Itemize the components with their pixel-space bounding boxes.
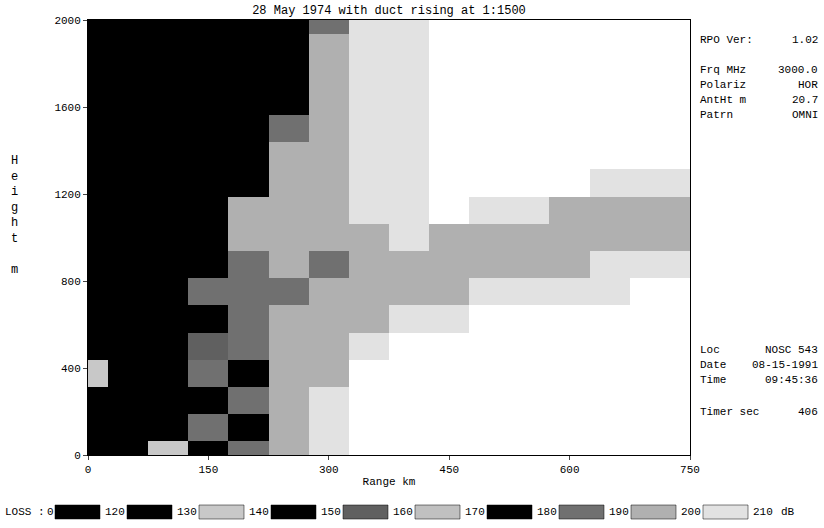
- svg-text:OMNI: OMNI: [792, 109, 818, 121]
- svg-text:Range km: Range km: [363, 476, 416, 488]
- svg-text:150: 150: [198, 464, 218, 476]
- svg-text:Loc: Loc: [700, 344, 720, 356]
- svg-text:180: 180: [537, 506, 557, 518]
- svg-text:NOSC 543: NOSC 543: [765, 344, 818, 356]
- svg-text:08-15-1991: 08-15-1991: [752, 359, 818, 371]
- svg-text:400: 400: [61, 363, 81, 375]
- svg-text:140: 140: [249, 506, 269, 518]
- svg-text:150: 150: [321, 506, 341, 518]
- svg-text:LOSS :: LOSS :: [5, 506, 45, 518]
- svg-text:1600: 1600: [54, 102, 80, 114]
- svg-text:20.7: 20.7: [792, 94, 818, 106]
- svg-text:120: 120: [105, 506, 125, 518]
- svg-text:Height m: Height m: [11, 154, 18, 277]
- svg-text:190: 190: [609, 506, 629, 518]
- svg-text:600: 600: [560, 464, 580, 476]
- svg-text:Patrn: Patrn: [700, 109, 733, 121]
- svg-text:AntHt m: AntHt m: [700, 94, 747, 106]
- svg-text:450: 450: [439, 464, 459, 476]
- svg-text:300: 300: [319, 464, 339, 476]
- svg-text:Frq MHz: Frq MHz: [700, 64, 746, 76]
- svg-text:RPO Ver:: RPO Ver:: [700, 34, 753, 46]
- svg-text:406: 406: [798, 406, 818, 418]
- svg-text:170: 170: [465, 506, 485, 518]
- svg-text:160: 160: [393, 506, 413, 518]
- svg-text:130: 130: [177, 506, 197, 518]
- svg-text:Timer sec: Timer sec: [700, 406, 759, 418]
- svg-text:210: 210: [753, 506, 773, 518]
- svg-text:1200: 1200: [54, 189, 80, 201]
- svg-text:750: 750: [680, 464, 700, 476]
- svg-text:Time: Time: [700, 374, 726, 386]
- svg-text:200: 200: [681, 506, 701, 518]
- svg-text:3000.0: 3000.0: [778, 64, 818, 76]
- svg-text:0: 0: [74, 450, 81, 462]
- svg-text:Polariz: Polariz: [700, 79, 746, 91]
- svg-text:2000: 2000: [54, 15, 80, 27]
- svg-text:Date: Date: [700, 359, 726, 371]
- svg-text:dB: dB: [781, 506, 795, 518]
- svg-text:28 May 1974 with duct rising a: 28 May 1974 with duct rising at 1:1500: [252, 4, 526, 18]
- svg-text:0: 0: [47, 506, 54, 518]
- svg-text:09:45:36: 09:45:36: [765, 374, 818, 386]
- svg-text:1.02: 1.02: [792, 34, 818, 46]
- svg-text:0: 0: [85, 464, 92, 476]
- svg-text:800: 800: [61, 276, 81, 288]
- svg-text:HOR: HOR: [798, 79, 818, 91]
